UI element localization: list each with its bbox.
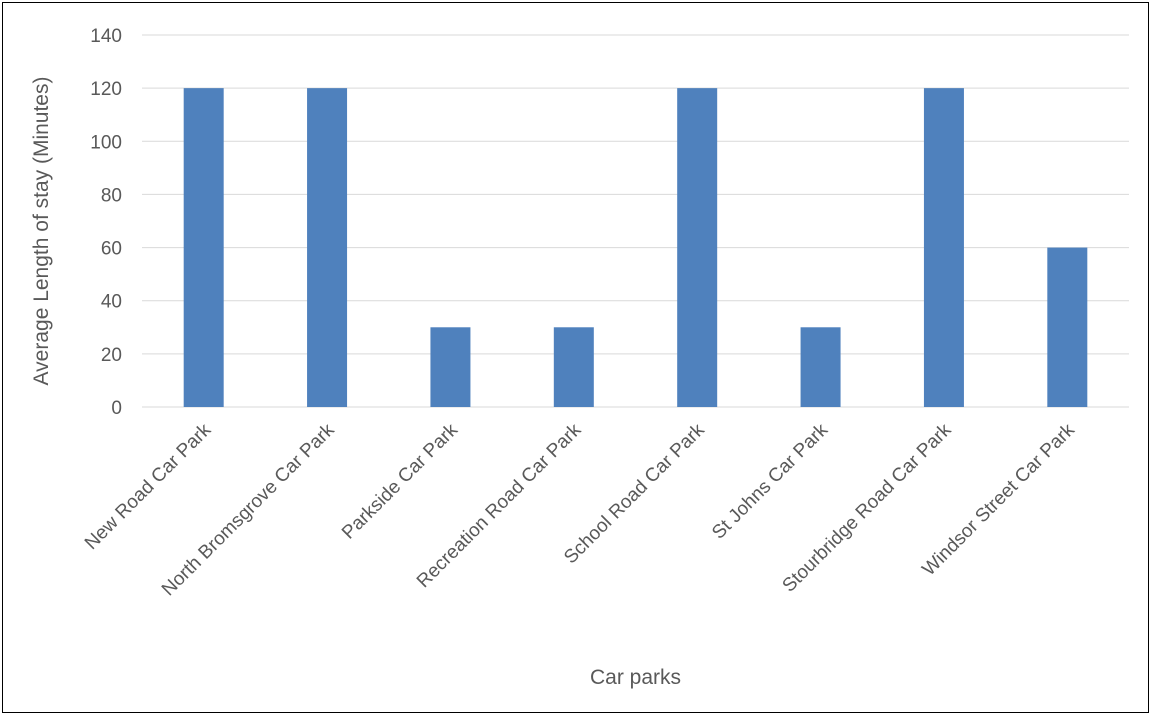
bar	[800, 327, 841, 407]
bar	[1047, 247, 1088, 407]
bar	[553, 327, 594, 407]
bars	[183, 88, 1088, 408]
y-tick-label: 80	[101, 185, 122, 206]
x-tick-label: Parkside Car Park	[338, 419, 462, 543]
y-axis-title: Average Length of stay (Minutes)	[30, 77, 53, 386]
bar	[430, 327, 471, 407]
gridlines	[142, 34, 1129, 408]
bar	[923, 88, 964, 408]
y-tick-label: 60	[101, 239, 122, 260]
bar	[307, 88, 348, 408]
bar	[183, 88, 224, 408]
y-tick-label: 100	[90, 132, 122, 153]
x-tick-label: St Johns Car Park	[708, 419, 832, 543]
x-axis-title: Car parks	[590, 666, 681, 689]
bar	[677, 88, 718, 408]
y-tick-label: 40	[101, 292, 122, 313]
y-tick-label: 120	[90, 79, 122, 100]
y-tick-label: 20	[101, 345, 122, 366]
y-tick-label: 140	[90, 26, 122, 47]
x-tick-label: School Road Car Park	[560, 419, 709, 568]
x-tick-label: New Road Car Park	[81, 419, 216, 554]
y-tick-label: 0	[111, 398, 122, 419]
y-axis-ticks: 0 20 40 60 80 100 120 140	[90, 26, 122, 419]
